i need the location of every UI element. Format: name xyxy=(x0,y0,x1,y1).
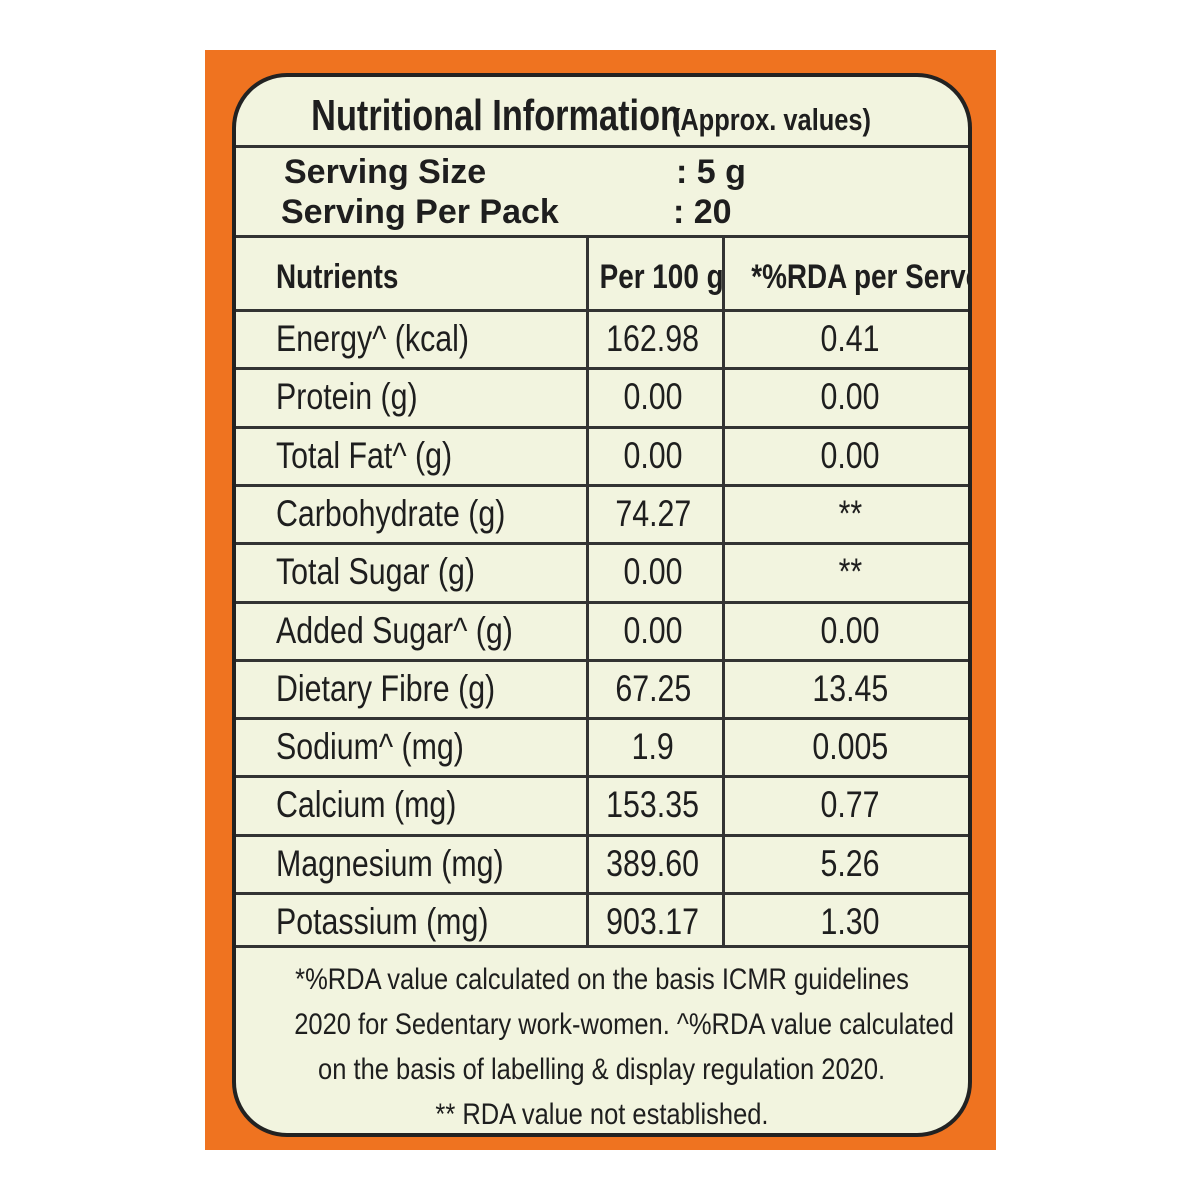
nutrient-name: Added Sugar^ (g) xyxy=(276,609,513,651)
per-100g-value: 162.98 xyxy=(606,318,700,359)
nutrient-name: Total Sugar (g) xyxy=(276,551,475,593)
per-100g-value: 0.00 xyxy=(623,609,683,651)
rda-per-serve-value: 5.26 xyxy=(820,842,880,884)
row-divider xyxy=(236,367,968,371)
row-divider xyxy=(236,309,968,312)
rda-per-serve-value: 0.41 xyxy=(820,318,880,359)
per-100g-value: 0.00 xyxy=(623,434,683,476)
rda-per-serve-value: ** xyxy=(838,551,862,593)
header-top-divider xyxy=(236,235,968,238)
row-divider xyxy=(236,425,968,429)
rda-per-serve-value: 0.005 xyxy=(812,726,888,768)
nutrient-name: Magnesium (mg) xyxy=(276,842,504,884)
nutrient-name: Total Fat^ (g) xyxy=(276,434,453,476)
header-per-100g: Per 100 g xyxy=(599,258,724,296)
title-main: Nutritional Information xyxy=(311,91,682,140)
row-divider xyxy=(236,600,968,604)
per-100g-value: 0.00 xyxy=(623,376,683,418)
label-title: Nutritional Information (Approx. values) xyxy=(236,91,968,141)
nutrition-label: Nutritional Information (Approx. values)… xyxy=(232,73,972,1137)
per-100g-value: 0.00 xyxy=(623,551,683,593)
rda-per-serve-value: 13.45 xyxy=(812,667,888,709)
rda-per-serve-value: ** xyxy=(838,492,862,534)
per-100g-value: 903.17 xyxy=(606,901,700,942)
title-sub: (Approx. values) xyxy=(671,102,871,137)
nutrient-name: Calcium (mg) xyxy=(276,784,457,826)
nutrient-name: Potassium (mg) xyxy=(276,901,489,942)
footnote-line: *%RDA value calculated on the basis ICMR… xyxy=(295,963,909,996)
per-100g-value: 1.9 xyxy=(631,726,675,768)
per-100g-value: 74.27 xyxy=(615,492,691,534)
nutrient-name: Dietary Fibre (g) xyxy=(276,667,496,709)
table-bottom-divider xyxy=(236,945,968,948)
row-divider xyxy=(236,775,968,779)
rda-per-serve-value: 0.00 xyxy=(820,434,880,476)
footnote: *%RDA value calculated on the basis ICMR… xyxy=(236,957,968,1133)
rda-per-serve-value: 0.00 xyxy=(820,376,880,418)
per-100g-value: 67.25 xyxy=(615,667,691,709)
row-divider xyxy=(236,833,968,837)
serving-size-label: Serving Size xyxy=(284,153,487,191)
footnote-line: ** RDA value not established. xyxy=(435,1098,769,1131)
per-100g-value: 153.35 xyxy=(606,784,700,826)
row-divider xyxy=(236,892,968,895)
rda-per-serve-value: 1.30 xyxy=(820,901,880,942)
serving-per-pack-value: : 20 xyxy=(673,193,732,231)
rda-per-serve-value: 0.00 xyxy=(820,609,880,651)
serving-size-value: : 5 g xyxy=(676,153,746,191)
column-divider-2 xyxy=(722,235,725,945)
footnote-line: on the basis of labelling & display regu… xyxy=(318,1053,886,1086)
row-divider xyxy=(236,542,968,546)
serving-per-pack-label: Serving Per Pack xyxy=(281,193,559,231)
nutrient-name: Energy^ (kcal) xyxy=(276,318,469,359)
per-100g-value: 389.60 xyxy=(606,842,700,884)
column-divider-1 xyxy=(586,235,589,945)
row-divider xyxy=(236,483,968,487)
row-divider xyxy=(236,717,968,721)
nutrient-name: Protein (g) xyxy=(276,376,418,418)
rda-per-serve-value: 0.77 xyxy=(820,784,880,826)
nutrient-name: Carbohydrate (g) xyxy=(276,492,506,534)
footnote-line: 2020 for Sedentary work-women. ^%RDA val… xyxy=(294,1008,954,1041)
header-rda-per-serve: *%RDA per Serve xyxy=(751,258,972,296)
title-divider xyxy=(236,145,968,148)
nutrient-name: Sodium^ (mg) xyxy=(276,726,464,768)
header-nutrients: Nutrients xyxy=(276,258,399,296)
row-divider xyxy=(236,658,968,662)
